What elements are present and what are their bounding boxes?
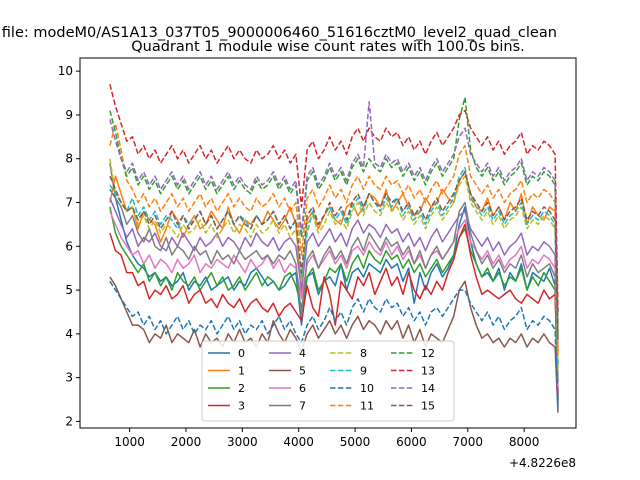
x-tick-label: 5000 — [340, 435, 371, 449]
x-tick-label: 4000 — [283, 435, 314, 449]
legend-label: 5 — [299, 365, 306, 378]
y-tick-label: 5 — [65, 283, 73, 297]
y-tick-label: 8 — [65, 152, 73, 166]
series-line-4 — [109, 197, 559, 396]
x-tick-label: 6000 — [396, 435, 427, 449]
figure-suptitle: n file: modeM0/AS1A13_037T05_9000006460_… — [0, 25, 557, 41]
series-line-13 — [109, 84, 559, 313]
legend-label: 6 — [299, 382, 306, 395]
plot-frame — [79, 57, 577, 429]
legend-label: 4 — [299, 347, 306, 360]
series-line-6 — [109, 211, 559, 391]
legend-box — [201, 340, 455, 422]
series-line-5 — [109, 276, 559, 413]
legend-label: 11 — [360, 400, 374, 413]
series-line-12 — [109, 96, 559, 334]
legend-label: 12 — [421, 347, 435, 360]
series-line-0 — [109, 188, 559, 404]
legend-label: 10 — [360, 382, 374, 395]
y-axis: 2 3 4 5 6 7 8 9 10 — [58, 64, 80, 428]
y-tick-label: 9 — [65, 108, 73, 122]
series-line-1 — [109, 171, 559, 352]
legend-label: 7 — [299, 400, 306, 413]
y-tick-label: 10 — [58, 64, 73, 78]
y-tick-label: 2 — [65, 414, 73, 428]
x-tick-label: 2000 — [171, 435, 202, 449]
series-line-3 — [109, 223, 559, 396]
x-axis: 1000 2000 3000 4000 5000 6000 7000 8000 — [114, 428, 539, 449]
x-tick-label: 7000 — [453, 435, 484, 449]
series-line-2 — [109, 206, 559, 400]
series-line-14 — [109, 101, 559, 326]
series-line-7 — [109, 162, 559, 383]
legend-label: 1 — [238, 365, 245, 378]
x-offset-label: +4.8226e8 — [509, 456, 576, 470]
series-lines — [109, 84, 559, 413]
legend-label: 0 — [238, 347, 245, 360]
legend-label: 14 — [421, 382, 435, 395]
series-line-11 — [109, 122, 559, 356]
y-tick-label: 3 — [65, 371, 73, 385]
plot-area: 1000 2000 3000 4000 5000 6000 7000 8000 2 3 4 5 6 7 8… — [58, 57, 577, 470]
x-tick-label: 3000 — [227, 435, 258, 449]
y-tick-label: 6 — [65, 239, 73, 253]
y-tick-label: 7 — [65, 195, 73, 209]
series-line-8 — [109, 158, 559, 369]
legend-label: 2 — [238, 382, 245, 395]
legend-label: 3 — [238, 400, 245, 413]
legend-label: 13 — [421, 365, 435, 378]
series-line-15 — [109, 171, 559, 343]
y-tick-label: 4 — [65, 327, 73, 341]
legend-label: 8 — [360, 347, 367, 360]
x-tick-label: 1000 — [114, 435, 145, 449]
chart-title: Quadrant 1 module wise count rates with … — [131, 39, 525, 55]
series-line-10 — [109, 280, 559, 409]
legend-label: 9 — [360, 365, 367, 378]
x-tick-label: 8000 — [509, 435, 540, 449]
legend-label: 15 — [421, 400, 435, 413]
